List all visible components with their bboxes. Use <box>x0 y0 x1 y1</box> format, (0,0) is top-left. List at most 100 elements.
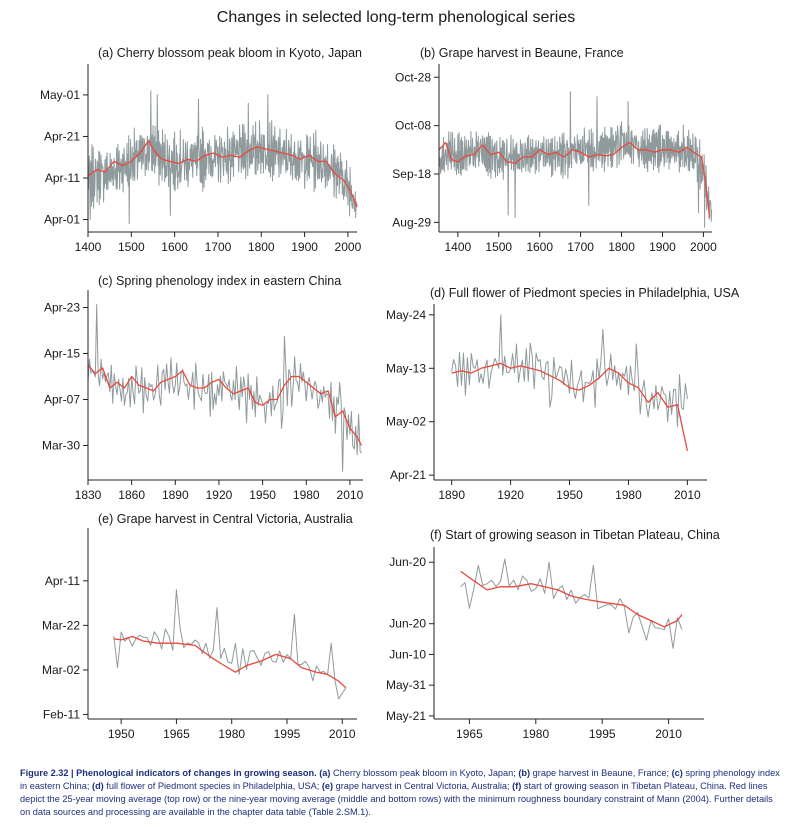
moving-average-line-d <box>451 362 689 452</box>
caption-panel-text: start of growing season in Tibetan Plate… <box>20 781 773 818</box>
x-tick-label-f: 1965 <box>456 727 483 741</box>
raw-series-line-a <box>87 90 358 225</box>
chart-area: (a) Cherry blossom peak bloom in Kyoto, … <box>40 46 740 741</box>
x-tick-label-c: 1890 <box>162 488 189 502</box>
y-tick-label-f: Jun-10 <box>389 647 426 661</box>
x-tick-label-e: 2010 <box>329 727 356 741</box>
x-tick-label-f: 1980 <box>522 727 549 741</box>
x-tick-label-d: 1980 <box>615 488 642 502</box>
caption-panel-ref: (c) <box>671 768 683 778</box>
y-tick-label-d: May-02 <box>386 415 426 429</box>
y-tick-label-a: May-01 <box>40 88 80 102</box>
x-tick-label-c: 1980 <box>293 488 320 502</box>
y-tick-label-d: Apr-21 <box>390 468 426 482</box>
y-tick-label-c: Apr-15 <box>44 347 80 361</box>
panel-e: (e) Grape harvest in Central Victoria, A… <box>42 512 357 741</box>
x-tick-label-f: 1995 <box>589 727 616 741</box>
panel-b: (b) Grape harvest in Beaune, France Aug-2… <box>392 46 717 254</box>
y-tick-label-e: Mar-22 <box>42 618 80 632</box>
x-tick-label-a: 1700 <box>205 240 232 254</box>
y-tick-label-c: Apr-07 <box>44 393 80 407</box>
panel-title-c: (c) Spring phenology index in eastern Ch… <box>98 274 341 288</box>
y-tick-label-d: May-24 <box>386 308 426 322</box>
x-tick-label-a: 1900 <box>291 240 318 254</box>
panel-title-f: (f) Start of growing season in Tibetan P… <box>430 528 720 542</box>
panel-title-b: (b) Grape harvest in Beaune, France <box>420 46 624 60</box>
y-tick-label-e: Mar-02 <box>42 663 80 677</box>
x-tick-label-f: 2010 <box>655 727 682 741</box>
y-tick-label-b: Oct-28 <box>395 70 431 84</box>
x-tick-label-b: 1400 <box>444 240 471 254</box>
caption-panel-text: grape harvest in Beaune, France; <box>530 768 672 778</box>
x-tick-label-a: 1400 <box>75 240 102 254</box>
moving-average-line-c <box>87 364 363 446</box>
panel-title-e: (e) Grape harvest in Central Victoria, A… <box>98 512 353 526</box>
x-tick-label-b: 1900 <box>649 240 676 254</box>
moving-average-line-b <box>438 141 711 218</box>
caption-panel-text: grape harvest in Central Victoria, Austr… <box>333 781 513 792</box>
raw-series-line-b <box>438 91 713 228</box>
x-tick-label-d: 2010 <box>674 488 701 502</box>
y-tick-label-e: Apr-11 <box>45 574 80 588</box>
x-tick-label-d: 1890 <box>438 488 465 502</box>
moving-average-line-a <box>87 139 358 208</box>
panel-title-d: (d) Full flower of Piedmont species in P… <box>430 286 740 300</box>
y-tick-label-a: Apr-01 <box>44 213 80 227</box>
page-title: Changes in selected long-term phenologic… <box>216 9 576 26</box>
y-tick-label-b: Oct-08 <box>395 119 431 133</box>
x-tick-label-e: 1950 <box>108 727 135 741</box>
y-tick-label-f: May-21 <box>386 709 426 723</box>
panel-d: (d) Full flower of Piedmont species in P… <box>386 286 740 502</box>
x-tick-label-e: 1965 <box>163 727 190 741</box>
caption-panel-ref: (d) <box>92 781 104 792</box>
figure-label: Figure 2.32 | Phenological indicators of… <box>20 768 317 778</box>
moving-average-line-e <box>113 635 347 689</box>
x-tick-label-b: 2000 <box>690 240 717 254</box>
x-tick-label-c: 1830 <box>75 488 102 502</box>
x-tick-label-b: 1500 <box>485 240 512 254</box>
y-tick-label-b: Sep-18 <box>392 167 431 181</box>
x-tick-label-b: 1600 <box>526 240 553 254</box>
y-tick-label-c: Mar-30 <box>42 439 80 453</box>
y-tick-label-e: Feb-11 <box>43 708 80 722</box>
x-tick-label-d: 1920 <box>497 488 524 502</box>
figure-caption: Figure 2.32 | Phenological indicators of… <box>20 767 780 819</box>
moving-average-line-f <box>460 570 683 628</box>
raw-series-line-d <box>451 314 688 428</box>
caption-body: (a) Cherry blossom peak bloom in Kyoto, … <box>20 768 780 817</box>
panel-title-a: (a) Cherry blossom peak bloom in Kyoto, … <box>98 46 362 60</box>
x-tick-label-c: 2010 <box>337 488 364 502</box>
x-tick-label-a: 1800 <box>248 240 275 254</box>
caption-panel-ref: (b) <box>518 768 531 778</box>
caption-panel-ref: (e) <box>321 781 334 792</box>
y-tick-label-d: May-13 <box>386 361 426 375</box>
x-tick-label-a: 2000 <box>335 240 362 254</box>
x-tick-label-a: 1600 <box>161 240 188 254</box>
caption-panel-ref: (a) <box>319 768 331 778</box>
caption-panel-text: full flower of Piedmont species in Phila… <box>103 781 322 792</box>
x-tick-label-c: 1920 <box>206 488 233 502</box>
raw-series-line-c <box>87 304 362 472</box>
y-tick-label-f: Jun-20 <box>389 555 426 569</box>
y-tick-label-f: Jun-20 <box>389 617 426 631</box>
panel-a: (a) Cherry blossom peak bloom in Kyoto, … <box>40 46 362 254</box>
y-tick-label-a: Apr-21 <box>44 129 80 143</box>
x-tick-label-d: 1950 <box>556 488 583 502</box>
raw-series-line-f <box>460 558 683 649</box>
x-tick-label-c: 1950 <box>249 488 276 502</box>
caption-panel-text: Cherry blossom peak bloom in Kyoto, Japa… <box>330 768 519 778</box>
x-tick-label-a: 1500 <box>118 240 145 254</box>
y-tick-label-f: May-31 <box>386 678 426 692</box>
x-tick-label-b: 1700 <box>567 240 594 254</box>
panel-c: (c) Spring phenology index in eastern Ch… <box>42 274 364 502</box>
caption-panel-text: spring phenology index in eastern China; <box>20 768 780 792</box>
y-tick-label-a: Apr-11 <box>45 171 80 185</box>
caption-panel-ref: (f) <box>512 781 522 792</box>
x-tick-label-c: 1860 <box>118 488 145 502</box>
x-tick-label-e: 1980 <box>218 727 245 741</box>
x-tick-label-b: 1800 <box>608 240 635 254</box>
raw-series-line-e <box>113 589 347 700</box>
y-tick-label-b: Aug-29 <box>392 215 431 229</box>
x-tick-label-e: 1995 <box>274 727 301 741</box>
panel-f: (f) Start of growing season in Tibetan P… <box>386 528 720 741</box>
